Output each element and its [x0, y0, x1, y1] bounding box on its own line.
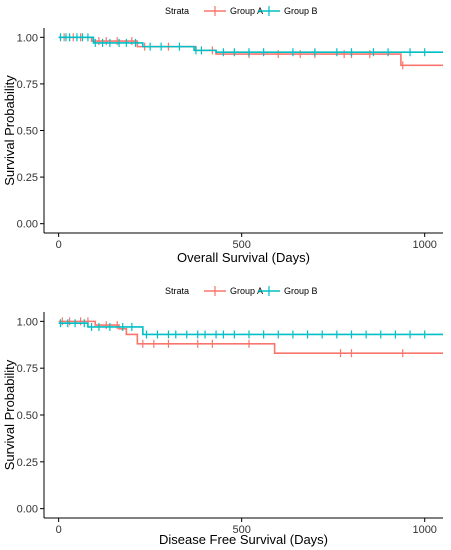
x-axis-title: Overall Survival (Days)	[177, 250, 310, 265]
x-tick-label: 1000	[412, 239, 436, 251]
y-tick-label: 1.00	[17, 32, 38, 44]
x-axis-ticks: 0 500 1000	[56, 233, 437, 251]
legend: Strata Group A Group B	[165, 6, 318, 16]
x-tick-label: 0	[56, 524, 62, 536]
legend-label-group-b: Group B	[284, 6, 318, 16]
y-axis-ticks: 0.00 0.25 0.50 0.75 1.00	[17, 32, 44, 231]
series-layer	[58, 317, 443, 358]
legend-title: Strata	[165, 286, 189, 296]
y-tick-label: 0.25	[17, 457, 38, 469]
y-tick-label: 1.00	[17, 316, 38, 328]
x-axis-title: Disease Free Survival (Days)	[159, 532, 328, 547]
x-tick-label: 0	[56, 239, 62, 251]
survival-curve-group-b	[58, 36, 443, 54]
x-tick-label: 1000	[412, 524, 436, 536]
x-axis-ticks: 0 500 1000	[56, 518, 437, 536]
y-tick-label: 0.00	[17, 504, 38, 516]
y-tick-label: 0.25	[17, 172, 38, 184]
y-axis-ticks: 0.00 0.25 0.50 0.75 1.00	[17, 316, 44, 516]
y-tick-label: 0.75	[17, 363, 38, 375]
legend: Strata Group A Group B	[165, 286, 318, 296]
survival-curve-group-a	[58, 36, 443, 67]
y-tick-label: 0.75	[17, 79, 38, 91]
disease-free-survival-chart: Strata Group A Group B 0.00 0.25 0.50 0.75 1…	[2, 286, 443, 547]
legend-label-group-a: Group A	[230, 286, 263, 296]
y-tick-label: 0.50	[17, 410, 38, 422]
legend-label-group-b: Group B	[284, 286, 318, 296]
survival-curve-group-b	[58, 322, 443, 336]
y-tick-label: 0.50	[17, 126, 38, 138]
series-layer	[58, 33, 443, 70]
survival-curve-group-a	[58, 320, 443, 354]
x-tick-label: 500	[232, 239, 250, 251]
y-tick-label: 0.00	[17, 219, 38, 231]
y-axis-title: Survival Probability	[2, 359, 17, 470]
overall-survival-chart: Strata Group A Group B 0.00 0.25 0.50 0.75 1…	[2, 6, 443, 265]
legend-title: Strata	[165, 6, 189, 16]
x-tick-label: 500	[232, 524, 250, 536]
legend-label-group-a: Group A	[230, 6, 263, 16]
y-axis-title: Survival Probability	[2, 75, 17, 186]
